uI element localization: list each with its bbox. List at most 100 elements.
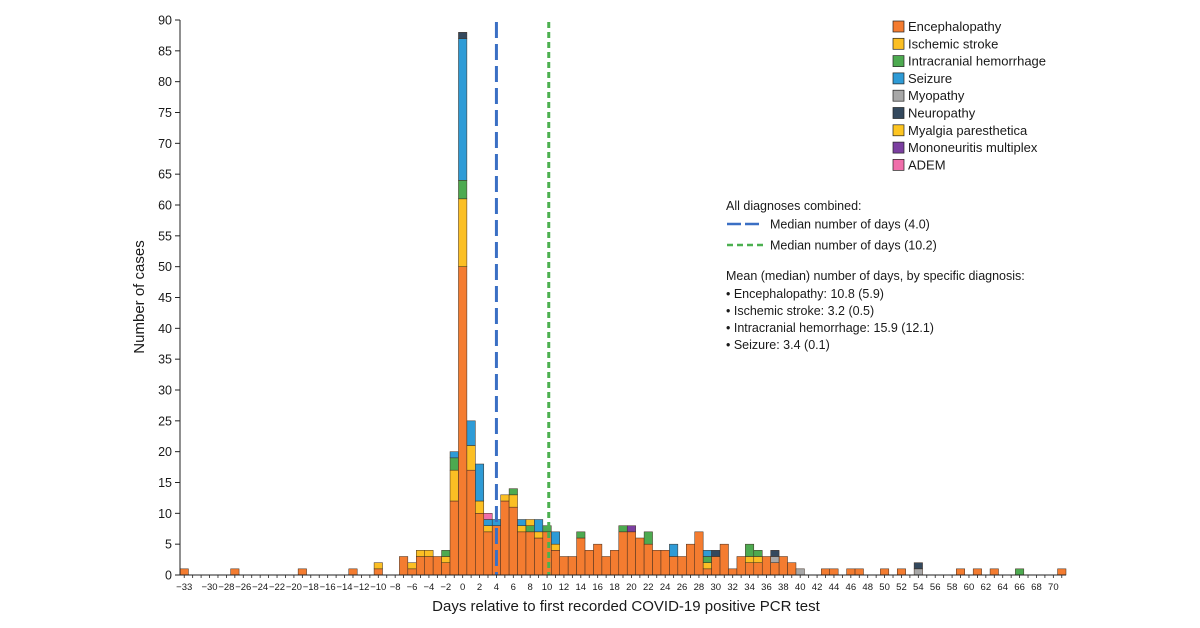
bar-segment-seizure xyxy=(483,519,493,526)
bar-segment-ischemic-stroke xyxy=(517,525,527,533)
y-tick-label: 60 xyxy=(158,199,172,213)
bar-segment-ischemic-stroke xyxy=(525,519,535,526)
x-tick-label: 64 xyxy=(997,582,1008,593)
bar-segment-ischemic-stroke xyxy=(508,494,518,508)
x-tick-label: 32 xyxy=(727,582,738,593)
bar-segment-encephalopathy xyxy=(407,568,417,576)
bar-segment-ischemic-stroke xyxy=(483,525,493,533)
bar-segment-intracranial-hemorrhage xyxy=(1015,568,1025,576)
x-tick-label: 70 xyxy=(1048,582,1059,593)
bar-segment-neuropathy xyxy=(458,32,468,39)
x-tick-label: 42 xyxy=(812,582,823,593)
bar-segment-intracranial-hemorrhage xyxy=(458,180,468,200)
bar-segment-encephalopathy xyxy=(618,531,628,576)
bar-segment-encephalopathy xyxy=(880,568,890,576)
bar-segment-seizure xyxy=(534,519,544,533)
bar-segment-ischemic-stroke xyxy=(753,556,763,563)
y-tick-label: 0 xyxy=(165,569,172,583)
y-tick-label: 85 xyxy=(158,44,172,58)
y-tick-label: 90 xyxy=(158,14,172,28)
bar-segment-seizure xyxy=(669,543,679,557)
y-tick-label: 15 xyxy=(158,476,172,490)
legend-swatch xyxy=(892,89,905,102)
note-line: • Encephalopathy: 10.8 (5.9) xyxy=(726,287,884,301)
x-tick-label: 44 xyxy=(829,582,840,593)
x-tick-label: 48 xyxy=(862,582,873,593)
bar-segment-encephalopathy xyxy=(424,556,434,576)
x-tick-label: 58 xyxy=(947,582,958,593)
median-lines-layer xyxy=(494,22,551,575)
legend-label: ADEM xyxy=(908,157,946,172)
x-tick-label: 52 xyxy=(896,582,907,593)
x-tick-label: 34 xyxy=(744,582,755,593)
y-tick-label: 45 xyxy=(158,291,172,305)
bar-segment-encephalopathy xyxy=(660,550,670,576)
combined-heading: All diagnoses combined: xyxy=(726,199,862,213)
legend-swatch xyxy=(892,72,905,85)
bar-segment-seizure xyxy=(551,531,560,545)
bar-segment-encephalopathy xyxy=(584,550,594,576)
x-tick-label: 40 xyxy=(795,582,806,593)
bar-segment-myopathy xyxy=(795,568,805,576)
bar-segment-encephalopathy xyxy=(466,469,476,576)
bar-segment-encephalopathy xyxy=(483,531,493,576)
bar-segment-encephalopathy xyxy=(348,568,358,576)
bar-segment-encephalopathy xyxy=(458,266,468,576)
legend-label: Intracranial hemorrhage xyxy=(908,54,1046,69)
bar-segment-encephalopathy xyxy=(694,531,704,576)
bar-segment-encephalopathy xyxy=(416,556,425,576)
x-tick-label: 30 xyxy=(711,582,722,593)
bar-segment-ischemic-stroke xyxy=(534,531,544,539)
bar-segment-encephalopathy xyxy=(610,550,620,576)
bar-segment-ischemic-stroke xyxy=(500,494,510,502)
x-tick-label: 2 xyxy=(477,582,482,593)
bar-segment-encephalopathy xyxy=(551,550,560,576)
legend-swatch xyxy=(892,159,905,171)
x-tick-label: −24 xyxy=(252,582,268,593)
bar-segment-intracranial-hemorrhage xyxy=(702,556,712,563)
legend-label: Ischemic stroke xyxy=(908,36,998,51)
y-tick-label: 40 xyxy=(158,322,172,336)
bar-segment-encephalopathy xyxy=(576,537,586,576)
bar-segment-seizure xyxy=(475,463,485,502)
bar-segment-intracranial-hemorrhage xyxy=(753,550,763,557)
bar-segment-encephalopathy xyxy=(567,556,577,576)
bar-segment-ischemic-stroke xyxy=(551,543,560,551)
bar-segment-mononeuritis-multiplex xyxy=(626,525,636,533)
bar-segment-intracranial-hemorrhage xyxy=(542,525,552,533)
bar-segment-encephalopathy xyxy=(534,537,544,576)
bar-segment-seizure xyxy=(458,38,468,181)
bar-segment-encephalopathy xyxy=(787,562,797,576)
y-tick-label: 75 xyxy=(158,106,172,120)
y-tick-label: 30 xyxy=(158,384,172,398)
bar-segment-intracranial-hemorrhage xyxy=(449,457,459,471)
specific-heading: Mean (median) number of days, by specifi… xyxy=(726,269,1025,283)
bar-segment-encephalopathy xyxy=(475,513,485,576)
y-tick-label: 35 xyxy=(158,353,172,367)
median-legend-label: Median number of days (10.2) xyxy=(770,239,937,253)
bar-segment-encephalopathy xyxy=(626,531,636,576)
bar-segment-ischemic-stroke xyxy=(441,556,451,563)
legend-label: Encephalopathy xyxy=(908,19,1002,34)
bar-segment-encephalopathy xyxy=(854,568,864,576)
x-tick-label: −6 xyxy=(407,582,418,593)
median-legend-label: Median number of days (4.0) xyxy=(770,218,930,232)
bar-segment-encephalopathy xyxy=(399,556,409,576)
x-tick-label: 10 xyxy=(542,582,553,593)
y-tick-label: 20 xyxy=(158,445,172,459)
bar-segment-encephalopathy xyxy=(508,506,518,576)
bar-segment-encephalopathy xyxy=(846,568,856,576)
x-tick-label: −26 xyxy=(235,582,251,593)
x-tick-label: −12 xyxy=(353,582,369,593)
x-tick-label: −20 xyxy=(286,582,302,593)
bar-segment-ischemic-stroke xyxy=(745,556,755,563)
x-tick-label: 4 xyxy=(494,582,499,593)
x-tick-label: 6 xyxy=(511,582,516,593)
x-tick-label: −33 xyxy=(176,582,192,593)
x-axis-title: Days relative to first recorded COVID-19… xyxy=(432,598,820,615)
bar-segment-encephalopathy xyxy=(669,556,679,576)
bar-segment-encephalopathy xyxy=(1057,568,1067,576)
bar-segment-encephalopathy xyxy=(373,568,383,576)
x-tick-label: −8 xyxy=(390,582,401,593)
